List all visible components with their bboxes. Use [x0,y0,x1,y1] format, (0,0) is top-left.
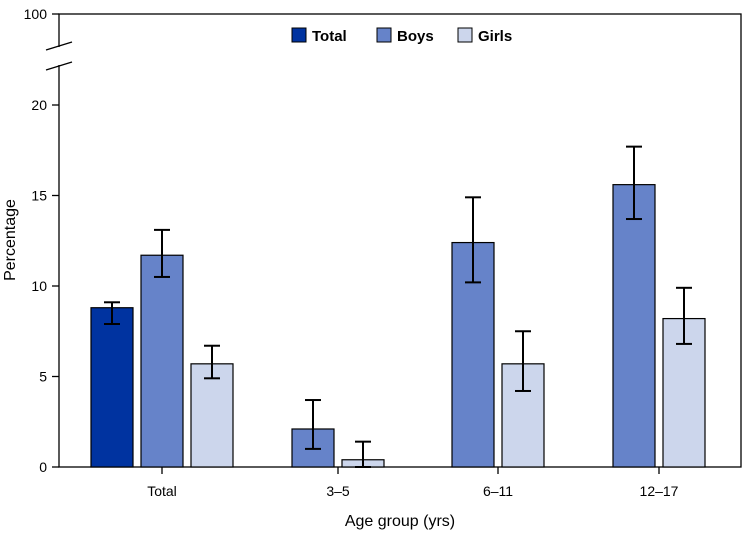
x-tick-label: 12–17 [640,483,679,499]
y-tick-label: 5 [39,369,47,385]
legend-swatch-total [291,27,307,43]
axis-break-mark-lower [45,61,73,71]
y-axis-ticks: 0 5 10 15 20 [31,97,59,475]
axis-break-gap [52,47,66,65]
x-axis-ticks: Total 3–5 6–11 12–17 [147,467,679,499]
y-tick-label: 0 [39,459,47,475]
x-tick-label: 6–11 [483,483,513,499]
y-tick-label: 10 [31,278,47,294]
plot-area-border [58,13,742,468]
legend-label-girls: Girls [478,28,512,45]
x-axis-title: Age group (yrs) [345,513,455,530]
legend-label-boys: Boys [397,28,434,45]
axis-break: 100 [24,6,73,71]
bar-total-1 [90,307,134,468]
legend: Total Boys Girls [291,27,512,45]
error-bars [104,145,692,468]
bar-girls-1 [190,363,234,468]
x-tick-label: 3–5 [326,483,350,499]
y-axis-title: Percentage [2,199,19,281]
bars [90,184,706,468]
legend-swatch-girls [457,27,473,43]
y-tick-label: 20 [31,97,47,113]
plot-frame [58,13,742,468]
y-tick-label-100: 100 [24,6,48,22]
legend-swatch-boys [376,27,392,43]
x-tick-label: Total [147,483,177,499]
bar-boys-1 [140,254,184,468]
bar-boys-4 [612,184,656,468]
axis-break-mark-upper [45,41,73,51]
legend-label-total: Total [312,28,347,45]
y-tick-label: 15 [31,188,47,204]
